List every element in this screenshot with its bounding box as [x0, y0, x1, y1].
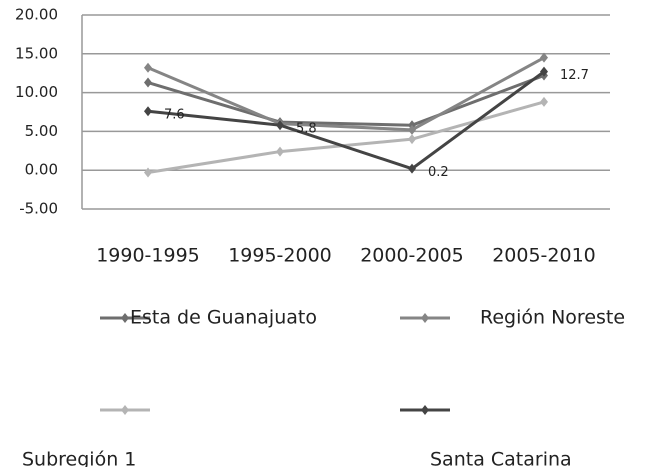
legend-label: Esta de Guanajuato	[130, 307, 317, 329]
marker	[276, 120, 284, 131]
x-tick-label: 2005-2010	[492, 245, 596, 267]
marker	[144, 77, 152, 88]
marker	[144, 62, 152, 73]
legend-label: Región Noreste	[480, 307, 625, 329]
marker	[408, 124, 416, 135]
value-label: 5.8	[296, 122, 317, 137]
legend-label: Subregión 1	[22, 449, 136, 467]
series-line	[147, 70, 545, 171]
marker	[276, 146, 284, 157]
marker	[408, 163, 416, 174]
legend-marker	[121, 313, 129, 323]
legend-label: Santa Catarina	[430, 449, 572, 467]
y-tick-label: 5.00	[25, 122, 58, 140]
marker	[144, 106, 152, 117]
y-tick-label: 20.00	[15, 6, 58, 24]
legend-marker	[121, 405, 129, 415]
value-label: 7.6	[164, 108, 185, 123]
value-label: 12.7	[560, 68, 589, 83]
legend-marker	[421, 313, 429, 323]
marker	[540, 96, 548, 107]
y-tick-label: -5.00	[19, 200, 58, 218]
legend-marker	[421, 405, 429, 415]
series-line	[147, 56, 545, 132]
x-tick-label: 1995-2000	[228, 245, 332, 267]
x-tick-label: 2000-2005	[360, 245, 464, 267]
y-tick-label: 10.00	[15, 83, 58, 101]
x-tick-label: 1990-1995	[96, 245, 200, 267]
marker	[144, 167, 152, 178]
series-line	[147, 100, 545, 175]
marker	[540, 52, 548, 63]
value-label: 0.2	[428, 165, 449, 180]
series-line	[147, 74, 545, 127]
marker	[540, 66, 548, 77]
marker	[408, 134, 416, 145]
y-tick-label: 15.00	[15, 44, 58, 62]
y-tick-label: 0.00	[25, 161, 58, 179]
